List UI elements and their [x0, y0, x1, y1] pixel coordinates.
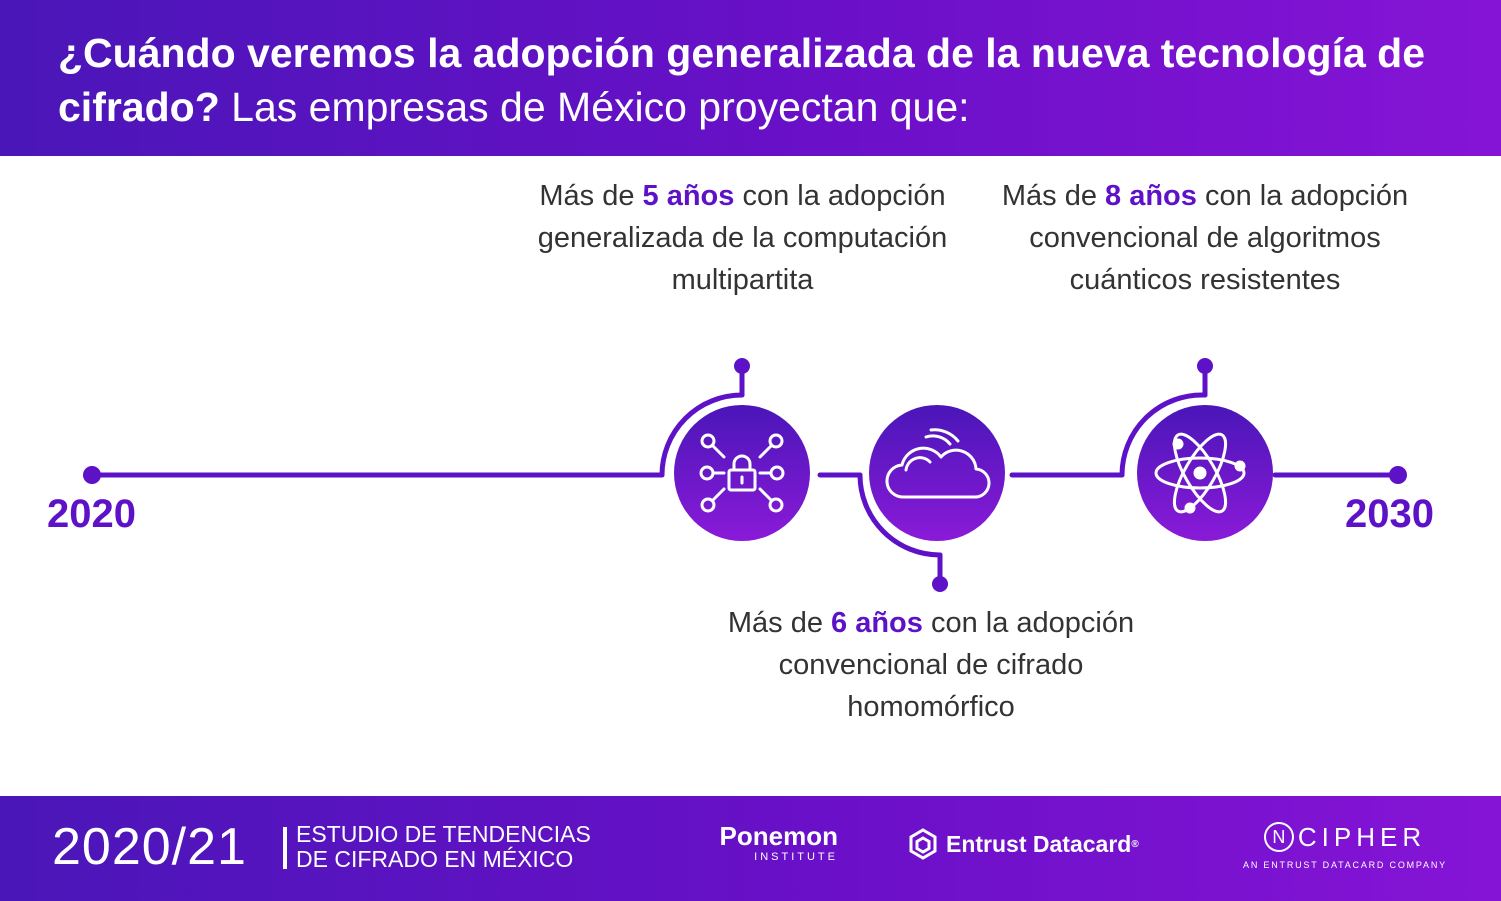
milestone-text: con la adopción generalizada de la compu…: [537, 180, 948, 296]
milestone-circle-2: [869, 405, 1005, 541]
ponemon-sub: INSTITUTE: [754, 851, 838, 863]
cloud-icon: [885, 428, 991, 499]
connector-dot-3: [1197, 358, 1213, 374]
milestone-highlight: 6 años: [831, 607, 923, 639]
connector-arc-3: [1119, 392, 1208, 478]
entrust-registered-mark: ®: [1131, 838, 1139, 850]
milestone-8-years: Más de 8 años con la adopción convencion…: [990, 175, 1420, 301]
milestone-highlight: 5 años: [642, 180, 735, 212]
network-lock-icon: [699, 433, 785, 513]
end-year-label: 2030: [1345, 492, 1434, 536]
milestone-5-years: Más de 5 años con la adopción generaliza…: [530, 175, 955, 301]
ncipher-n-mark: N: [1263, 822, 1294, 852]
connector-dot-2: [932, 576, 948, 592]
ponemon-logo: Ponemon INSTITUTE: [700, 822, 838, 864]
atom-icon: [1154, 432, 1246, 514]
milestone-prefix: Más de: [727, 607, 823, 639]
title-statement: Las empresas de México proyectan que:: [231, 84, 970, 130]
connector-arc-1: [659, 392, 745, 478]
footer-banner: 2020/21 Estudio de tendencias de cifrado…: [0, 796, 1501, 901]
page-title: ¿Cuándo veremos la adopción generalizada…: [58, 26, 1478, 134]
milestone-text: con la adopción convencional de algoritm…: [1029, 180, 1409, 296]
ponemon-name: Ponemon: [719, 821, 838, 851]
entrust-name: Entrust Datacard: [946, 830, 1132, 857]
ncipher-logo: N CIPHER AN ENTRUST DATACARD COMPANY: [1230, 820, 1460, 872]
milestone-circle-1: [674, 405, 810, 541]
study-title-line2: de cifrado en México: [296, 846, 574, 872]
study-title-line1: Estudio de tendencias: [296, 821, 591, 847]
title-question: ¿Cuándo veremos la adopción generalizada…: [58, 30, 1426, 130]
start-year-label: 2020: [47, 492, 136, 536]
connector-dot-1: [734, 358, 750, 374]
footer-divider: [283, 827, 287, 869]
entrust-logo: Entrust Datacard ®: [908, 828, 1139, 860]
entrust-hexagon-icon: [909, 828, 937, 860]
milestone-prefix: Más de: [1001, 180, 1097, 212]
milestone-text: con la adopción convencional de cifrado …: [778, 607, 1135, 723]
milestone-highlight: 8 años: [1105, 180, 1197, 212]
milestone-6-years: Más de 6 años con la adopción convencion…: [710, 602, 1152, 728]
start-dot: [83, 466, 101, 484]
header-banner: ¿Cuándo veremos la adopción generalizada…: [0, 0, 1501, 156]
end-dot: [1389, 466, 1407, 484]
study-title: Estudio de tendencias de cifrado en Méxi…: [296, 822, 591, 872]
study-year: 2020/21: [52, 818, 247, 876]
ncipher-sub: AN ENTRUST DATACARD COMPANY: [1243, 860, 1447, 870]
milestone-prefix: Más de: [539, 180, 635, 212]
ncipher-name: CIPHER: [1297, 822, 1427, 852]
connector-arc-2: [857, 472, 943, 558]
